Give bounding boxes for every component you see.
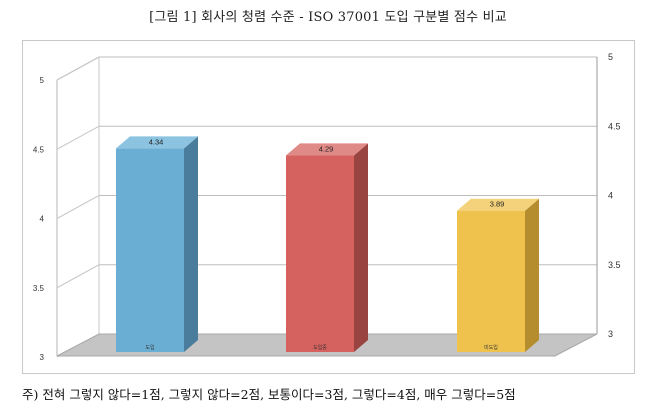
y-tick-label-right: 5 (608, 52, 613, 62)
gridline-depth (56, 56, 100, 81)
data-label: 4.34 (149, 137, 164, 146)
bar-top (116, 136, 198, 149)
y-tick-label-left: 4.5 (33, 145, 45, 154)
y-tick-label-left: 3 (40, 353, 45, 362)
bar-side (354, 143, 368, 352)
figure-title: [그림 1] 회사의 청렴 수준 - ISO 37001 도입 구분별 점수 비… (149, 10, 507, 25)
x-tick-label: 미도입 (484, 344, 498, 351)
y-tick-label-right: 3 (608, 329, 613, 339)
data-label: 3.89 (490, 200, 505, 209)
y-tick-label-left: 4 (40, 215, 45, 224)
y-tick-label-left: 5 (40, 76, 45, 85)
y-tick-label-right: 4.5 (608, 121, 621, 131)
bar-side (525, 198, 539, 352)
bar (116, 148, 184, 352)
x-tick-label: 도입 (145, 344, 154, 351)
data-label: 4.29 (319, 144, 334, 153)
y-tick-label-right: 3.5 (608, 260, 621, 270)
bar (457, 210, 525, 352)
bar (286, 155, 354, 352)
bar-top (286, 143, 368, 156)
y-tick-label-right: 4 (608, 191, 613, 201)
bar-top (457, 198, 539, 211)
gridline-depth (56, 195, 100, 219)
x-tick-label: 도입중 (313, 344, 327, 351)
footnote: 주) 전혀 그렇지 않다=1점, 그렇지 않다=2점, 보통이다=3점, 그렇다… (22, 387, 516, 402)
bar-side (184, 136, 198, 352)
gridline-depth (56, 125, 100, 150)
gridline-depth (56, 264, 100, 289)
y-tick-label-left: 3.5 (33, 284, 45, 293)
